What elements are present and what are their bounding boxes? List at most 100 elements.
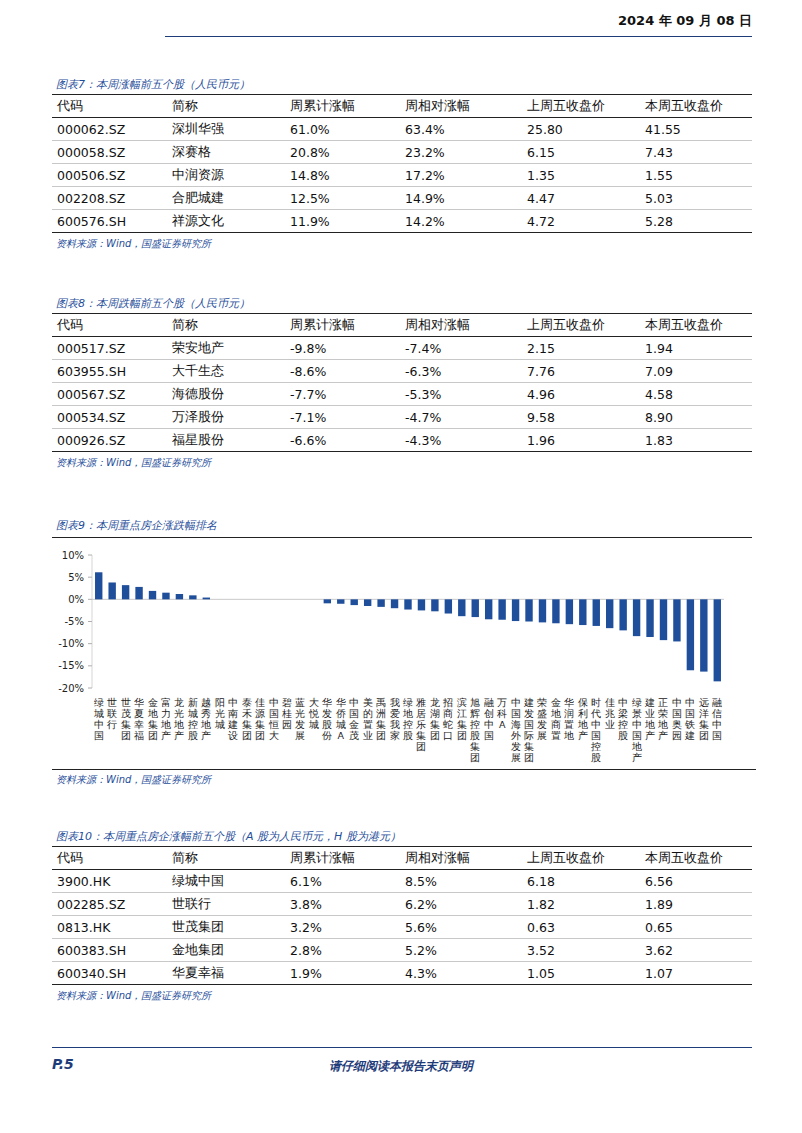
table-cell: 000567.SZ: [52, 383, 167, 406]
figure-rule: [52, 537, 752, 538]
table-cell: 002208.SZ: [52, 187, 167, 210]
x-tick-label: 新城控股: [187, 697, 198, 741]
table-cell: 万泽股份: [167, 406, 285, 429]
x-tick-label: 荣盛发展: [537, 697, 547, 741]
table-cell: 绿城中国: [167, 870, 285, 893]
bar: [498, 599, 505, 619]
table-cell: 63.4%: [400, 118, 522, 141]
bar: [445, 599, 452, 613]
x-tick-label: 美的置业: [363, 697, 373, 741]
x-tick-label: 滨江集团: [457, 697, 467, 741]
bar: [176, 594, 183, 599]
column-header: 周累计涨幅: [285, 95, 400, 118]
y-tick: [88, 688, 92, 689]
bar: [633, 599, 640, 636]
x-tick-label: 华夏幸福: [134, 697, 144, 741]
table-cell: 14.2%: [400, 210, 522, 233]
x-tick-label: 绿地控股: [402, 697, 413, 741]
table-cell: 12.5%: [285, 187, 400, 210]
table-cell: 世茂集团: [167, 916, 285, 939]
bar: [687, 599, 694, 670]
table-cell: 0.63: [522, 916, 640, 939]
bar: [270, 599, 277, 600]
table-cell: 中润资源: [167, 164, 285, 187]
x-tick-label: 蓝光发展: [295, 697, 305, 741]
column-header: 周相对涨幅: [400, 95, 522, 118]
source: 资料来源：Wind，国盛证券研究所: [52, 237, 752, 251]
y-tick: [88, 555, 92, 556]
x-tick-label: 阳光城: [214, 697, 225, 730]
bar: [593, 599, 600, 626]
bar: [216, 599, 223, 600]
table-cell: 8.90: [640, 406, 752, 429]
table-cell: 1.83: [640, 429, 752, 452]
x-tick-label: 中国恒大: [268, 697, 279, 741]
y-axis: [92, 555, 93, 688]
column-header: 简称: [167, 314, 285, 337]
bar: [203, 598, 210, 600]
table-row: 600340.SH华夏幸福1.9%4.3%1.051.07: [52, 962, 752, 985]
table-cell: 000506.SZ: [52, 164, 167, 187]
table-cell: 荣安地产: [167, 337, 285, 360]
bar: [472, 599, 479, 617]
y-tick: [88, 665, 92, 666]
table-cell: 1.9%: [285, 962, 400, 985]
table-row: 000534.SZ万泽股份-7.1%-4.7%9.588.90: [52, 406, 752, 429]
page-number: P.5: [52, 1056, 74, 1072]
column-header: 周相对涨幅: [400, 847, 522, 870]
table: 代码简称周累计涨幅周相对涨幅上周五收盘价本周五收盘价000062.SZ深圳华强6…: [52, 94, 752, 233]
x-tick-label: 龙光地产: [173, 697, 184, 741]
bar: [673, 599, 680, 641]
table-cell: 世联行: [167, 893, 285, 916]
caption: 图表10：本周重点房企涨幅前五个股（A 股为人民币元，H 股为港元）: [52, 828, 752, 846]
x-tick-label: 融信中国: [712, 697, 722, 741]
x-tick-label: 我爱我家: [390, 697, 400, 741]
caption: 图表7：本周涨幅前五个股（人民币元）: [52, 76, 752, 94]
table-cell: 7.76: [522, 360, 640, 383]
table-cell: 3.52: [522, 939, 640, 962]
table-cell: 1.94: [640, 337, 752, 360]
table-cell: -7.1%: [285, 406, 400, 429]
table-cell: 2.8%: [285, 939, 400, 962]
table-cell: 14.9%: [400, 187, 522, 210]
table-cell: 0.65: [640, 916, 752, 939]
bar: [122, 585, 129, 599]
bar: [525, 599, 532, 621]
table-cell: 9.58: [522, 406, 640, 429]
table-cell: 深圳华强: [167, 118, 285, 141]
table-cell: 61.0%: [285, 118, 400, 141]
table-block: 图表7：本周涨幅前五个股（人民币元）代码简称周累计涨幅周相对涨幅上周五收盘价本周…: [52, 76, 752, 251]
bar: [646, 599, 653, 637]
bar: [700, 599, 707, 671]
bar: [714, 599, 721, 681]
table-cell: 600340.SH: [52, 962, 167, 985]
footer-notice: 请仔细阅读本报告末页声明: [0, 1058, 802, 1075]
table-cell: 5.6%: [400, 916, 522, 939]
table: 代码简称周累计涨幅周相对涨幅上周五收盘价本周五收盘价3900.HK绿城中国6.1…: [52, 846, 752, 985]
bar: [539, 599, 546, 622]
y-tick-label: -10%: [58, 638, 84, 649]
x-tick-label: 万科A: [497, 697, 507, 730]
x-tick-label: 建业地产: [644, 697, 655, 741]
x-tick-label: 雅居乐集团: [416, 697, 426, 752]
table-cell: 600576.SH: [52, 210, 167, 233]
y-tick-label: -5%: [65, 616, 84, 627]
x-tick-label: 绿景中国地产: [631, 697, 642, 763]
table-cell: 大千生态: [167, 360, 285, 383]
table-cell: -4.3%: [400, 429, 522, 452]
bar: [149, 591, 156, 599]
table-cell: -8.6%: [285, 360, 400, 383]
bar: [364, 599, 371, 606]
x-tick-label: 中国奥园: [672, 697, 682, 741]
table-cell: 合肥城建: [167, 187, 285, 210]
table-cell: 14.8%: [285, 164, 400, 187]
table-cell: 3.62: [640, 939, 752, 962]
y-tick-label: -20%: [58, 683, 84, 694]
x-tick-label: 泰禾集团: [242, 697, 252, 741]
table-row: 000058.SZ深赛格20.8%23.2%6.157.43: [52, 141, 752, 164]
table-cell: 002285.SZ: [52, 893, 167, 916]
x-tick-label: 中南建设: [227, 697, 238, 741]
table-cell: 000517.SZ: [52, 337, 167, 360]
bar: [485, 599, 492, 619]
source: 资料来源：Wind，国盛证券研究所: [52, 989, 752, 1003]
